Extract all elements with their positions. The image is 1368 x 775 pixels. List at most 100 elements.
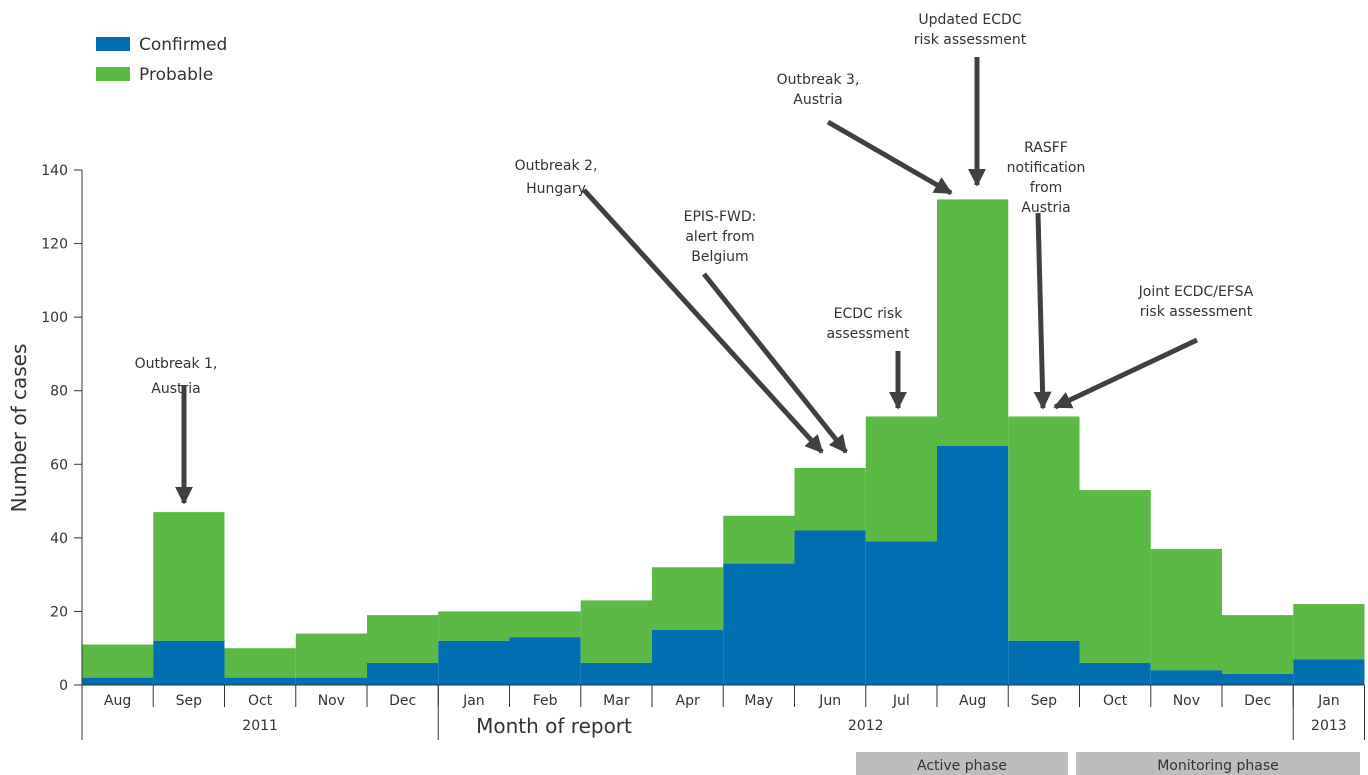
bar-confirmed (1008, 640, 1080, 685)
annotation-text: Austria (151, 381, 200, 397)
bar-confirmed (865, 541, 937, 685)
legend-swatch (96, 67, 130, 81)
annotation-text: RASFF (1024, 140, 1068, 156)
bar-confirmed (438, 640, 510, 685)
x-tick-label: Jan (462, 693, 485, 709)
bar-confirmed (1222, 673, 1294, 685)
y-tick-label: 120 (41, 237, 68, 253)
bar-confirmed (794, 530, 866, 685)
annotation: RASFF notification from Austria (1007, 140, 1086, 410)
x-tick-label: Aug (104, 693, 131, 709)
y-tick-label: 20 (50, 604, 68, 620)
x-tick-label: Sep (1031, 693, 1058, 709)
x-tick-label: Aug (959, 693, 986, 709)
x-tick-label: Sep (176, 693, 203, 709)
axes-layer: 0 20 40 60 80 100 120 140 Aug Sep Oct Nov Dec Jan Feb M… (41, 163, 1365, 775)
bar-probable (652, 567, 724, 630)
y-tick-label: 40 (50, 531, 68, 547)
phase-band (856, 752, 1068, 775)
annotation: ECDC risk assessment (827, 306, 910, 410)
y-axis-title: Number of cases (7, 344, 31, 513)
x-axis-title: Month of report (476, 714, 632, 738)
legend: Confirmed Probable (96, 35, 227, 85)
bar-probable (438, 611, 510, 641)
x-tick-label: Nov (318, 693, 345, 709)
phase-label: Active phase (917, 758, 1007, 774)
annotation: Outbreak 2, Hungary (515, 158, 824, 454)
annotation: EPIS-FWD: alert from Belgium (684, 209, 848, 454)
annotation-text: notification (1007, 160, 1086, 176)
x-tick-label: Apr (676, 693, 700, 709)
x-tick-label: Oct (248, 693, 273, 709)
legend-swatch (96, 37, 130, 51)
bar-confirmed (723, 563, 795, 685)
bars-layer (82, 199, 1365, 685)
bar-confirmed (937, 445, 1009, 685)
bar-probable (1150, 548, 1222, 671)
annotation: Outbreak 1, Austria (135, 356, 217, 505)
bar-probable (82, 644, 154, 678)
bar-probable (153, 512, 225, 641)
bar-confirmed (580, 662, 652, 685)
annotations-layer: Outbreak 1, Austria Outbreak 2, Hungary EPIS… (135, 12, 1254, 505)
annotation-text: Updated ECDC (918, 12, 1021, 28)
bar-confirmed (367, 662, 439, 685)
phase-label: Monitoring phase (1157, 758, 1279, 774)
bar-confirmed (1150, 670, 1222, 685)
bar-probable (509, 611, 581, 638)
bar-probable (295, 633, 367, 678)
y-tick-label: 80 (50, 384, 68, 400)
x-tick-label: Dec (389, 693, 416, 709)
bar-confirmed (509, 637, 581, 685)
bar-probable (1079, 490, 1151, 663)
annotation-text: Hungary (526, 181, 586, 197)
annotation: Outbreak 3, Austria (777, 72, 953, 196)
bar-probable (367, 615, 439, 663)
bar-probable (794, 467, 866, 531)
annotation-text: assessment (827, 326, 910, 342)
annotation-text: Outbreak 2, (515, 158, 598, 174)
annotation-text: Outbreak 3, (777, 72, 860, 88)
annotation-text: Joint ECDC/EFSA (1138, 284, 1254, 300)
annotation: Updated ECDC risk assessment (914, 12, 1027, 187)
year-label: 2012 (848, 718, 884, 734)
y-tick-label: 100 (41, 310, 68, 326)
bar-probable (723, 515, 795, 564)
x-tick-label: Oct (1103, 693, 1128, 709)
legend-label: Confirmed (139, 35, 227, 55)
annotation-text: EPIS-FWD: (684, 209, 757, 225)
bar-confirmed (153, 640, 225, 685)
y-tick-label: 0 (59, 678, 68, 694)
x-tick-label: Nov (1173, 693, 1200, 709)
x-tick-label: May (744, 693, 773, 709)
x-tick-label: Jan (1317, 693, 1340, 709)
y-tick-label: 140 (41, 163, 68, 179)
annotation: Joint ECDC/EFSA risk assessment (1053, 284, 1254, 410)
bar-confirmed (1293, 659, 1365, 685)
x-tick-label: Feb (533, 693, 558, 709)
annotation-text: Austria (793, 92, 842, 108)
year-label: 2011 (242, 718, 278, 734)
x-tick-label: Jun (818, 693, 841, 709)
annotation-text: risk assessment (1140, 304, 1253, 320)
bar-confirmed (1079, 662, 1151, 685)
annotation-arrow (826, 119, 953, 196)
bar-probable (1222, 615, 1294, 674)
x-tick-label: Dec (1244, 693, 1271, 709)
bar-confirmed (224, 677, 296, 685)
annotation-arrow (582, 188, 824, 454)
bar-probable (1293, 604, 1365, 660)
phase-band (1076, 752, 1360, 775)
legend-label: Probable (139, 65, 213, 85)
annotation-text: risk assessment (914, 32, 1027, 48)
year-label: 2013 (1311, 718, 1347, 734)
y-tick-label: 60 (50, 457, 68, 473)
x-tick-label: Jul (892, 693, 910, 709)
bar-confirmed (82, 677, 154, 685)
bar-probable (224, 648, 296, 678)
annotation-text: Belgium (691, 249, 748, 265)
bar-probable (580, 600, 652, 663)
annotation-arrow (702, 272, 848, 454)
annotation-arrow (1033, 212, 1052, 410)
